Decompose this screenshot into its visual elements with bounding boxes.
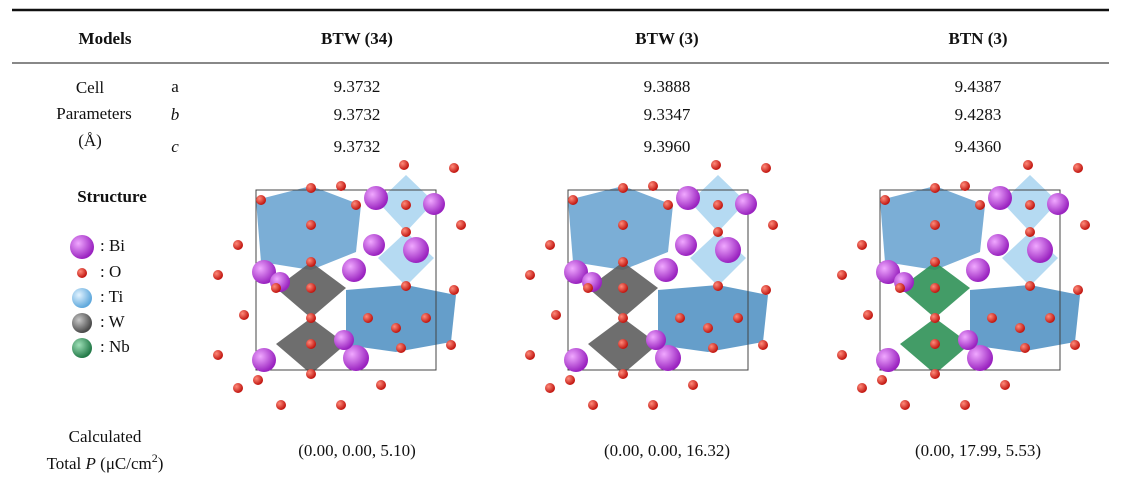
value-cell: 9.3732 — [334, 105, 381, 124]
value-cell: 9.4360 — [955, 137, 1002, 156]
value-cell: (0.00, 0.00, 5.10) — [298, 441, 416, 460]
value-cell: 9.3347 — [644, 105, 691, 124]
legend-marker — [72, 338, 92, 358]
value-cell: 9.3888 — [644, 77, 691, 96]
row-label: Total P (μC/cm2) — [47, 451, 164, 473]
label-part: P — [85, 454, 96, 473]
legend-marker — [72, 288, 92, 308]
legend-marker — [70, 235, 94, 259]
legend-label: : O — [100, 262, 121, 281]
row-label: Structure — [77, 187, 147, 206]
axis-label: c — [171, 137, 179, 156]
value-cell: (0.00, 17.99, 5.53) — [915, 441, 1041, 460]
legend: : Bi : O : Ti : W : Nb — [70, 235, 130, 358]
header-cell: Models — [79, 29, 132, 48]
value-cell: 9.4387 — [955, 77, 1002, 96]
legend-marker — [72, 313, 92, 333]
structure-image — [837, 160, 1090, 410]
row-label: Parameters — [56, 104, 132, 123]
structure-image — [213, 160, 466, 410]
value-cell: 9.3732 — [334, 77, 381, 96]
legend-label: : Nb — [100, 337, 130, 356]
header-cell: BTW (34) — [321, 29, 393, 48]
value-cell: 9.3732 — [334, 137, 381, 156]
value-cell: 9.4283 — [955, 105, 1002, 124]
parameter-rows: a 9.3732 9.3888 9.4387 b 9.3732 9.3347 9.4283 c 9… — [171, 77, 1002, 156]
row-label: (Å) — [78, 131, 102, 150]
legend-label: : Ti — [100, 287, 123, 306]
table-figure: Models BTW (34) BTW (3) BTN (3) Cell Par… — [0, 0, 1121, 480]
header-cell: BTN (3) — [948, 29, 1007, 48]
header-cell: BTW (3) — [635, 29, 698, 48]
label-part: ) — [158, 454, 164, 473]
label-part: (μC/cm — [96, 454, 152, 473]
axis-label: a — [171, 77, 179, 96]
axis-label: b — [171, 105, 180, 124]
value-cell: (0.00, 0.00, 16.32) — [604, 441, 730, 460]
row-label: Calculated — [69, 427, 142, 446]
row-label: Cell — [76, 78, 105, 97]
label-part: Total — [47, 454, 86, 473]
legend-label: : W — [100, 312, 126, 331]
structure-image — [525, 160, 778, 410]
legend-marker — [77, 268, 87, 278]
legend-label: : Bi — [100, 236, 125, 255]
value-cell: 9.3960 — [644, 137, 691, 156]
